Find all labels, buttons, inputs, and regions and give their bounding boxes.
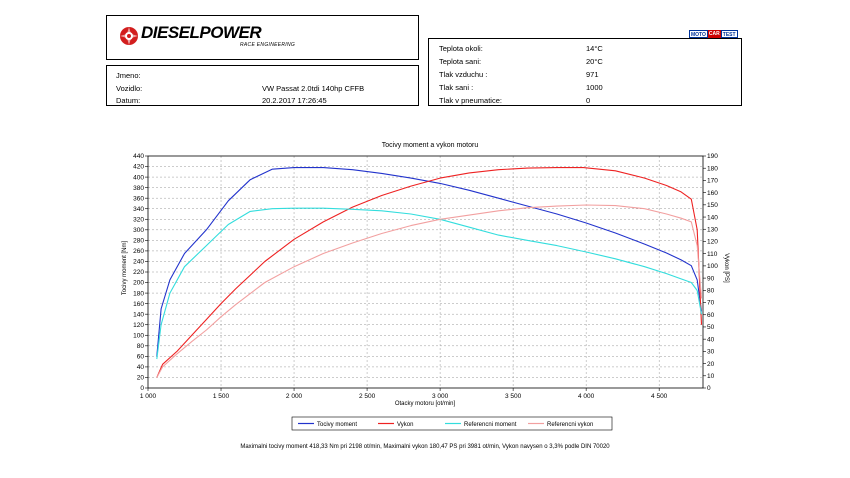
cond-label-intake-pressure: Tlak sani : — [439, 83, 474, 92]
left-tick-label: 120 — [133, 322, 144, 329]
y-axis-label-left: Tocivy moment [Nm] — [122, 240, 128, 295]
left-tick-label: 20 — [137, 375, 145, 382]
chart-title: Tocivy moment a vykon motoru — [382, 142, 479, 149]
turbine-logo-icon — [120, 27, 138, 45]
left-tick-label: 140 — [133, 311, 144, 318]
cond-label-ambient-temp: Teplota okoli: — [439, 44, 483, 53]
x-tick-label: 2 500 — [359, 393, 376, 400]
right-tick-label: 140 — [707, 214, 718, 221]
left-tick-label: 320 — [133, 216, 144, 223]
x-axis-label: Otacky motoru [ot/min] — [395, 401, 456, 407]
legend-label: Vykon — [397, 422, 413, 428]
right-tick-label: 40 — [707, 336, 715, 343]
series-line-vykon — [156, 167, 703, 378]
right-tick-label: 50 — [707, 324, 715, 331]
left-tick-label: 260 — [133, 248, 144, 255]
left-tick-label: 280 — [133, 238, 144, 245]
right-tick-label: 170 — [707, 178, 718, 185]
series-line-referencni-vykon — [156, 204, 703, 378]
series-line-tocivy-moment — [156, 167, 703, 357]
y-axis-label-right: Vykon [PS] — [723, 253, 729, 283]
badge-test: TEST — [720, 30, 738, 38]
right-tick-label: 30 — [707, 349, 715, 356]
right-tick-label: 60 — [707, 312, 715, 319]
logo-box: DIESELPOWER RACE ENGINEERING — [106, 15, 419, 60]
right-tick-label: 120 — [707, 239, 718, 246]
right-tick-label: 20 — [707, 361, 715, 368]
left-tick-label: 380 — [133, 185, 144, 192]
motocar-test-badge: MOTO CAR TEST — [689, 30, 738, 38]
name-label: Jmeno: — [116, 71, 141, 80]
right-tick-label: 160 — [707, 190, 718, 197]
logo-subtitle: RACE ENGINEERING — [240, 42, 296, 48]
badge-moto: MOTO — [689, 30, 708, 38]
left-axis-ticks: 0 20 40 60 80 100 120 140 160 180 200 220 240 260 280 3… — [133, 153, 148, 392]
right-tick-label: 10 — [707, 373, 715, 380]
left-tick-label: 440 — [133, 153, 144, 160]
vehicle-value: VW Passat 2.0tdi 140hp CFFB — [262, 84, 365, 93]
x-tick-label: 2 000 — [286, 393, 303, 400]
logo-text: DIESELPOWER — [141, 23, 262, 42]
left-tick-label: 200 — [133, 280, 144, 287]
legend-label: Tocivy moment — [317, 422, 357, 428]
cond-label-air-pressure: Tlak vzduchu : — [439, 70, 488, 79]
cond-label-tire-pressure: Tlak v pneumatice: — [439, 96, 502, 105]
right-tick-label: 180 — [707, 165, 718, 172]
right-tick-label: 150 — [707, 202, 718, 209]
right-tick-label: 110 — [707, 251, 718, 258]
left-tick-label: 180 — [133, 290, 144, 297]
left-tick-label: 240 — [133, 259, 144, 266]
right-axis-ticks: 0 10 20 30 40 50 60 70 80 90 100 110 120 130 140 150 160… — [703, 153, 718, 392]
left-tick-label: 100 — [133, 332, 144, 339]
right-tick-label: 80 — [707, 288, 715, 295]
x-tick-label: 1 000 — [140, 393, 157, 400]
left-tick-label: 160 — [133, 301, 144, 308]
conditions-box: Teplota okoli: 14°C Teplota sani: 20°C T… — [428, 38, 742, 106]
x-tick-label: 1 500 — [213, 393, 230, 400]
series-line-referencni-moment — [156, 207, 703, 360]
legend-label: Referencni vykon — [547, 422, 593, 428]
right-tick-label: 190 — [707, 153, 718, 160]
cond-value-intake-temp: 20°C — [586, 57, 603, 66]
left-tick-label: 220 — [133, 269, 144, 276]
x-tick-label: 4 000 — [578, 393, 595, 400]
chart-series — [156, 167, 703, 378]
legend-label: Referencni moment — [464, 422, 517, 428]
right-tick-label: 90 — [707, 275, 715, 282]
left-tick-label: 360 — [133, 195, 144, 202]
right-tick-label: 0 — [707, 385, 711, 392]
left-tick-label: 60 — [137, 354, 145, 361]
x-tick-label: 4 500 — [651, 393, 668, 400]
left-tick-label: 340 — [133, 206, 144, 213]
x-tick-label: 3 500 — [505, 393, 522, 400]
chart-footer-note: Maximalni tocivy moment 418,33 Nm pri 21… — [240, 444, 610, 450]
left-tick-label: 80 — [137, 343, 145, 350]
vehicle-info-box: Jmeno: Vozidlo: VW Passat 2.0tdi 140hp C… — [106, 65, 419, 106]
x-axis-ticks: 1 000 1 500 2 000 2 500 3 000 3 500 4 000 4 500 — [140, 388, 668, 400]
date-value: 20.2.2017 17:26:45 — [262, 96, 327, 105]
cond-value-air-pressure: 971 — [586, 70, 599, 79]
left-tick-label: 0 — [140, 385, 144, 392]
cond-value-ambient-temp: 14°C — [586, 44, 603, 53]
badge-car: CAR — [707, 30, 721, 38]
left-tick-label: 420 — [133, 164, 144, 171]
left-tick-label: 400 — [133, 174, 144, 181]
cond-value-tire-pressure: 0 — [586, 96, 591, 105]
chart-grid — [148, 156, 703, 388]
date-label: Datum: — [116, 96, 141, 105]
right-tick-label: 130 — [707, 226, 718, 233]
cond-value-intake-pressure: 1000 — [586, 83, 603, 92]
chart-legend: Tocivy moment Vykon Referencni moment Refer… — [291, 416, 613, 431]
right-tick-label: 70 — [707, 300, 715, 307]
cond-label-intake-temp: Teplota sani: — [439, 57, 482, 66]
x-tick-label: 3 000 — [432, 393, 449, 400]
left-tick-label: 300 — [133, 227, 144, 234]
right-tick-label: 100 — [707, 263, 718, 270]
vehicle-label: Vozidlo: — [116, 84, 143, 93]
left-tick-label: 40 — [137, 364, 145, 371]
